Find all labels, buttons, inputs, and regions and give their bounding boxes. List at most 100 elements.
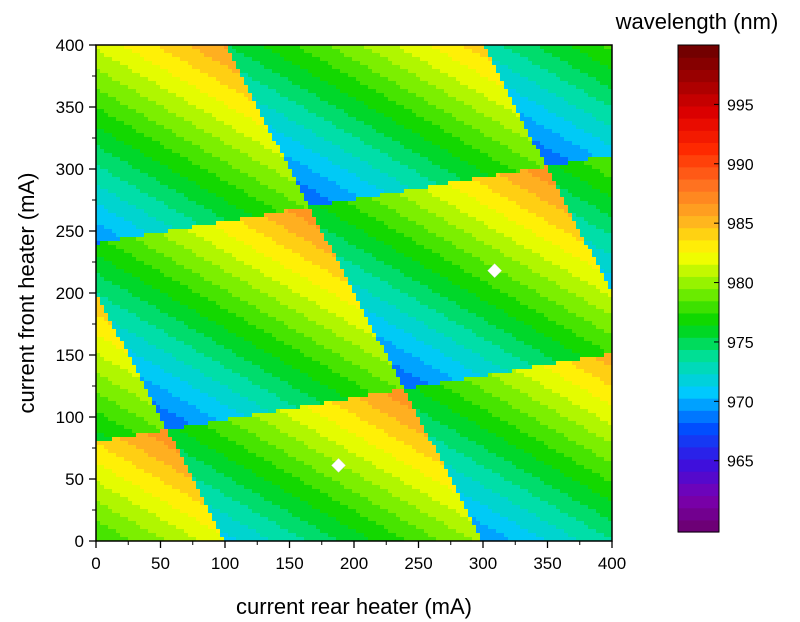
contour-cell [392, 193, 397, 198]
contour-cell [192, 49, 197, 54]
contour-cell [288, 177, 293, 182]
contour-cell [244, 133, 249, 138]
contour-cell [144, 149, 149, 154]
contour-cell [172, 49, 177, 54]
contour-cell [260, 145, 265, 150]
contour-cell [380, 45, 385, 50]
contour-cell [564, 173, 569, 178]
contour-cell [148, 161, 153, 166]
contour-cell [108, 77, 113, 82]
contour-cell [228, 45, 233, 50]
contour-cell [148, 93, 153, 98]
contour-cell [532, 85, 537, 90]
contour-cell [444, 177, 449, 182]
contour-cell [188, 157, 193, 162]
contour-cell [308, 121, 313, 126]
contour-cell [324, 173, 329, 178]
contour-cell [400, 145, 405, 150]
contour-cell [604, 117, 609, 122]
contour-cell [96, 181, 101, 186]
contour-cell [556, 73, 561, 78]
contour-cell [396, 145, 401, 150]
contour-cell [368, 89, 373, 94]
contour-cell [440, 169, 445, 174]
contour-cell [144, 181, 149, 186]
contour-cell [120, 93, 125, 98]
contour-cell [564, 161, 569, 166]
contour-cell [440, 193, 445, 198]
contour-cell [356, 173, 361, 178]
contour-cell [608, 185, 612, 190]
contour-cell [304, 177, 309, 182]
contour-cell [308, 45, 313, 50]
contour-cell [272, 53, 277, 58]
contour-cell [392, 89, 397, 94]
contour-cell [520, 97, 525, 102]
contour-cell [244, 113, 249, 118]
contour-cell [244, 85, 249, 90]
contour-cell [128, 65, 133, 70]
contour-cell [528, 161, 533, 166]
contour-cell [160, 173, 165, 178]
contour-cell [372, 117, 377, 122]
contour-cell [516, 185, 521, 190]
contour-cell [552, 169, 557, 174]
contour-cell [332, 137, 337, 142]
contour-cell [316, 165, 321, 170]
contour-cell [240, 181, 245, 186]
contour-cell [104, 157, 109, 162]
contour-cell [132, 181, 137, 186]
contour-cell [108, 157, 113, 162]
contour-cell [100, 101, 105, 106]
contour-cell [120, 105, 125, 110]
contour-cell [492, 165, 497, 170]
contour-cell [448, 133, 453, 138]
contour-cell [392, 97, 397, 102]
contour-cell [576, 149, 581, 154]
contour-cell [212, 117, 217, 122]
contour-cell [288, 185, 293, 190]
contour-cell [536, 189, 541, 194]
contour-cell [188, 145, 193, 150]
contour-cell [480, 49, 485, 54]
contour-cell [500, 109, 505, 114]
contour-cell [520, 85, 525, 90]
contour-cell [244, 145, 249, 150]
contour-cell [560, 53, 565, 58]
contour-cell [232, 105, 237, 110]
contour-cell [356, 53, 361, 58]
contour-cell [264, 97, 269, 102]
contour-cell [356, 193, 361, 198]
contour-cell [456, 53, 461, 58]
contour-cell [112, 197, 117, 202]
contour-cell [448, 173, 453, 178]
contour-cell [372, 133, 377, 138]
contour-cell [192, 121, 197, 126]
contour-cell [288, 101, 293, 106]
contour-cell [516, 105, 521, 110]
contour-cell [248, 57, 253, 62]
contour-cell [488, 153, 493, 158]
contour-cell [528, 93, 533, 98]
contour-cell [516, 161, 521, 166]
contour-cell [596, 77, 601, 82]
contour-cell [588, 109, 593, 114]
contour-cell [284, 181, 289, 186]
contour-cell [168, 121, 173, 126]
contour-cell [596, 161, 601, 166]
contour-cell [232, 117, 237, 122]
contour-cell [204, 69, 209, 74]
contour-cell [388, 49, 393, 54]
contour-cell [584, 177, 589, 182]
contour-cell [488, 125, 493, 130]
contour-cell [196, 129, 201, 134]
contour-cell [236, 97, 241, 102]
contour-cell [376, 173, 381, 178]
contour-cell [176, 89, 181, 94]
contour-cell [268, 137, 273, 142]
contour-cell [356, 133, 361, 138]
contour-cell [484, 89, 489, 94]
contour-cell [472, 77, 477, 82]
contour-cell [600, 97, 605, 102]
contour-cell [364, 117, 369, 122]
